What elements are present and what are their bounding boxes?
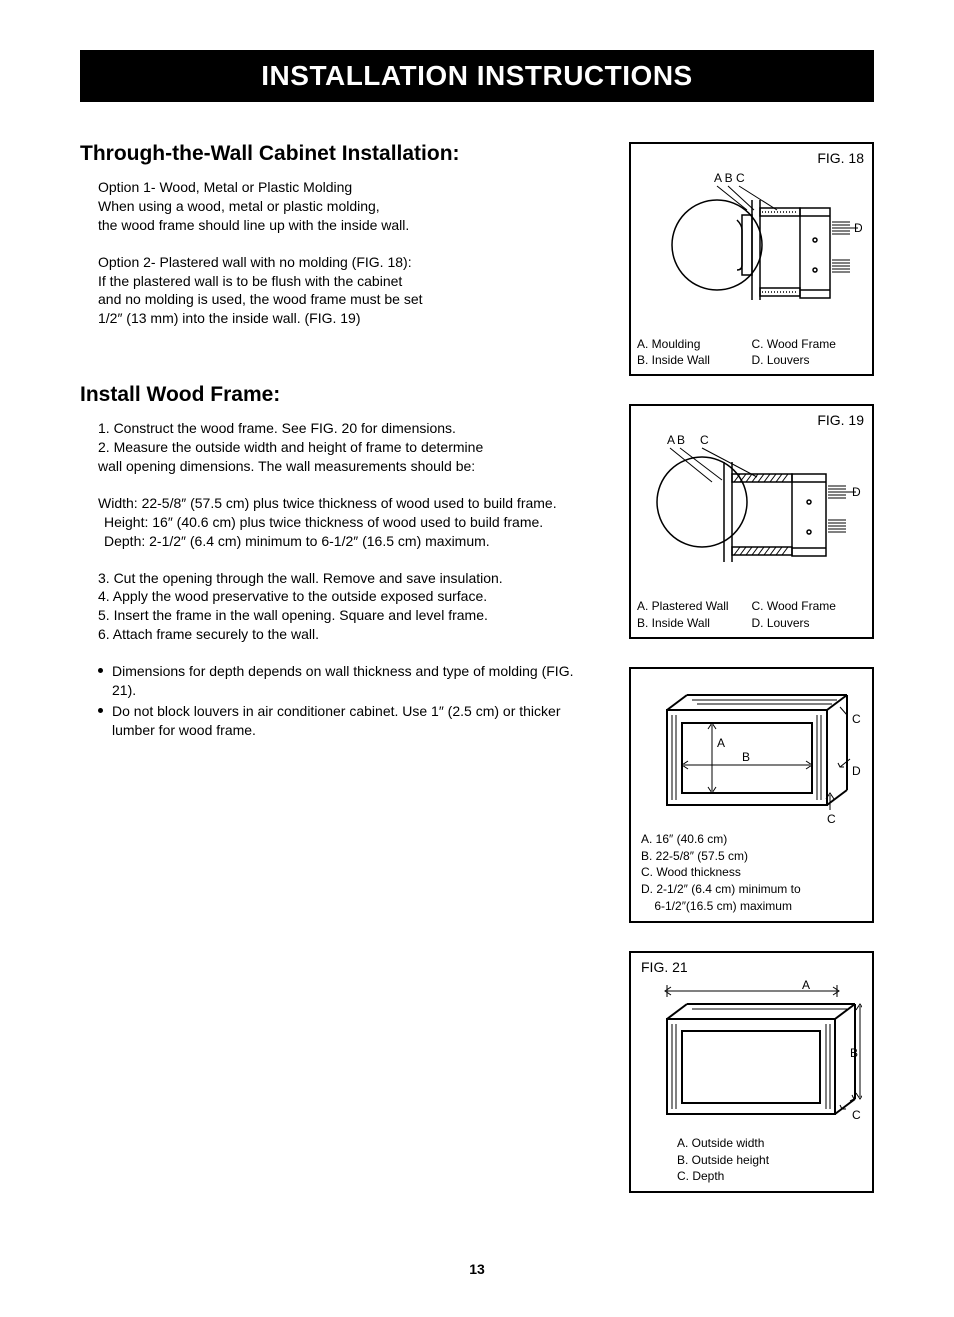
page-number: 13 [80, 1261, 874, 1277]
svg-text:C: C [700, 433, 709, 447]
fig20-diagram: A B C C [642, 675, 862, 825]
step3: 3. Cut the opening through the wall. Rem… [98, 569, 599, 588]
section1-body: Option 1- Wood, Metal or Plastic Molding… [80, 178, 599, 328]
fig21-legend-b: B. Outside height [677, 1152, 866, 1169]
width-line: Width: 22-5/8″ (57.5 cm) plus twice thic… [98, 494, 599, 513]
section1-heading: Through-the-Wall Cabinet Installation: [80, 142, 599, 166]
right-column: FIG. 18 A B C [629, 142, 874, 1221]
option2-line4: 1/2″ (13 mm) into the inside wall. (FIG.… [98, 309, 599, 328]
figure-19: FIG. 19 A B C [629, 404, 874, 638]
fig18-label: FIG. 18 [637, 150, 864, 166]
fig19-legend: A. Plastered Wall B. Inside Wall C. Wood… [637, 598, 866, 630]
fig19-legend-c: C. Wood Frame [752, 598, 867, 614]
fig21-diagram: A [642, 979, 862, 1129]
bullet-notes: Dimensions for depth depends on wall thi… [80, 662, 599, 740]
left-column: Through-the-Wall Cabinet Installation: O… [80, 142, 609, 742]
fig21-legend-c: C. Depth [677, 1168, 866, 1185]
section2-body: 1. Construct the wood frame. See FIG. 20… [80, 419, 599, 644]
svg-text:B: B [677, 433, 685, 447]
svg-text:D: D [852, 485, 861, 499]
fig18-legend-d: D. Louvers [752, 352, 867, 368]
svg-text:A: A [717, 736, 725, 750]
svg-text:C: C [852, 1108, 861, 1122]
svg-text:D: D [852, 764, 861, 778]
fig18-legend-b: B. Inside Wall [637, 352, 752, 368]
svg-text:C: C [827, 812, 836, 825]
step2b: wall opening dimensions. The wall measur… [98, 457, 599, 476]
svg-text:A B C: A B C [714, 171, 745, 185]
fig18-diagram: A B C [642, 170, 862, 330]
fig20-legend-b: B. 22-5/8″ (57.5 cm) [641, 848, 866, 865]
section2-heading: Install Wood Frame: [80, 383, 599, 407]
svg-text:C: C [852, 712, 861, 726]
figure-20: A B C C [629, 667, 874, 923]
svg-text:B: B [850, 1046, 858, 1060]
fig19-diagram: A B C [642, 432, 862, 592]
step2a: 2. Measure the outside width and height … [98, 438, 599, 457]
content-columns: Through-the-Wall Cabinet Installation: O… [80, 142, 874, 1221]
fig18-legend-c: C. Wood Frame [752, 336, 867, 352]
step6: 6. Attach frame securely to the wall. [98, 625, 599, 644]
option2-line1: Option 2- Plastered wall with no molding… [98, 253, 599, 272]
option2-line2: If the plastered wall is to be flush wit… [98, 272, 599, 291]
figure-18: FIG. 18 A B C [629, 142, 874, 376]
fig21-legend: A. Outside width B. Outside height C. De… [637, 1135, 866, 1185]
fig21-label: FIG. 21 [641, 959, 866, 975]
banner-title: INSTALLATION INSTRUCTIONS [80, 50, 874, 102]
svg-text:A: A [802, 979, 810, 992]
option1-line2: When using a wood, metal or plastic mold… [98, 197, 599, 216]
svg-text:A: A [667, 433, 675, 447]
svg-text:D: D [854, 221, 862, 235]
step4: 4. Apply the wood preservative to the ou… [98, 587, 599, 606]
step1: 1. Construct the wood frame. See FIG. 20… [98, 419, 599, 438]
fig20-legend-a: A. 16″ (40.6 cm) [641, 831, 866, 848]
page-container: INSTALLATION INSTRUCTIONS Through-the-Wa… [0, 0, 954, 1317]
fig20-legend: A. 16″ (40.6 cm) B. 22-5/8″ (57.5 cm) C.… [637, 831, 866, 915]
option2-line3: and no molding is used, the wood frame m… [98, 290, 599, 309]
fig19-legend-a: A. Plastered Wall [637, 598, 752, 614]
fig18-legend-a: A. Moulding [637, 336, 752, 352]
fig20-legend-c: C. Wood thickness [641, 864, 866, 881]
svg-text:B: B [742, 750, 750, 764]
figure-21: FIG. 21 A [629, 951, 874, 1193]
fig20-legend-d2: 6-1/2″(16.5 cm) maximum [641, 898, 866, 915]
height-line: Height: 16″ (40.6 cm) plus twice thickne… [98, 513, 599, 532]
fig19-label: FIG. 19 [637, 412, 864, 428]
step5: 5. Insert the frame in the wall opening.… [98, 606, 599, 625]
fig20-legend-d1: D. 2-1/2″ (6.4 cm) minimum to [641, 881, 866, 898]
fig18-legend: A. Moulding B. Inside Wall C. Wood Frame… [637, 336, 866, 368]
bullet2: Do not block louvers in air conditioner … [98, 702, 599, 740]
option1-line1: Option 1- Wood, Metal or Plastic Molding [98, 178, 599, 197]
depth-line: Depth: 2-1/2″ (6.4 cm) minimum to 6-1/2″… [98, 532, 599, 551]
fig21-legend-a: A. Outside width [677, 1135, 866, 1152]
fig19-legend-b: B. Inside Wall [637, 615, 752, 631]
bullet1: Dimensions for depth depends on wall thi… [98, 662, 599, 700]
fig19-legend-d: D. Louvers [752, 615, 867, 631]
option1-line3: the wood frame should line up with the i… [98, 216, 599, 235]
